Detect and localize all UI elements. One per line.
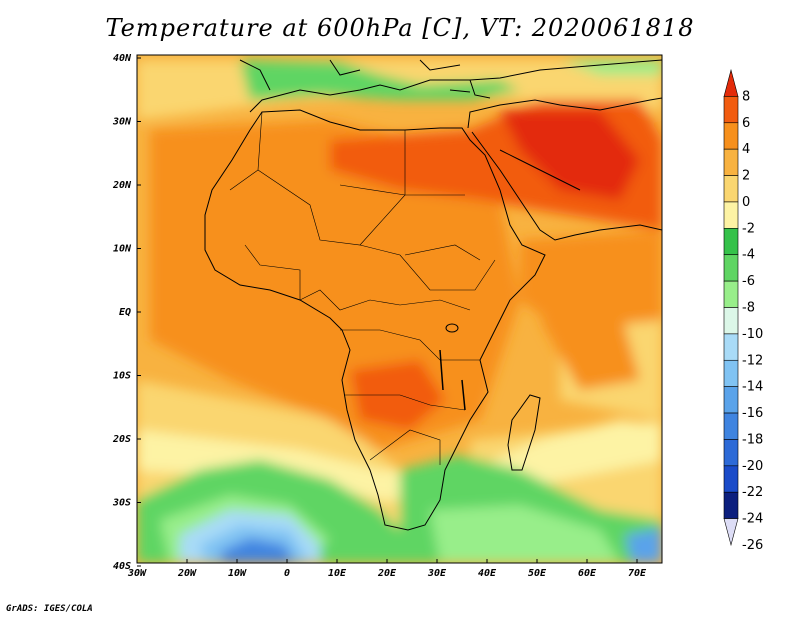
lat-tick-label: 30S <box>112 498 131 509</box>
colorbar-label: -2 <box>742 221 755 236</box>
colorbar-swatch <box>723 465 739 493</box>
lat-tick-label: 10N <box>113 244 132 255</box>
lon-tick-label: 0 <box>284 568 290 579</box>
colorbar-label: -20 <box>742 459 763 474</box>
chart-title: Temperature at 600hPa [C], VT: 202006181… <box>105 14 695 42</box>
colorbar-swatch <box>723 148 739 176</box>
lon-tick-label: 20W <box>177 568 197 579</box>
colorbar-swatch <box>723 280 739 308</box>
colorbar-label: -10 <box>742 327 763 342</box>
colorbar-swatch <box>723 122 739 150</box>
country-borders <box>229 111 496 465</box>
lakes <box>439 323 466 411</box>
lon-tick-label: 10W <box>228 568 247 579</box>
colorbar-label: 8 <box>742 89 750 104</box>
colorbar-label: 0 <box>742 195 750 210</box>
longitude-ticks: 30W 20W 10W 0 10E 20E 30E 40E 50E 60E 70E <box>127 559 647 579</box>
colorbar-label: -4 <box>742 248 755 263</box>
colorbar-swatch <box>723 491 739 519</box>
coastlines <box>204 59 662 531</box>
lon-tick-label: 10E <box>328 568 347 579</box>
colorbar-label: -14 <box>742 380 763 395</box>
lon-tick-label: 40E <box>478 568 497 579</box>
colorbar-swatch <box>723 228 739 256</box>
lat-tick-label: 20N <box>112 180 132 191</box>
grads-credit: GrADS: IGES/COLA <box>6 604 93 614</box>
colorbar: 8 6 4 2 0 -2 -4 -6 -8 -10 -12 -14 -16 -18 -20 -22 -24 -26 <box>723 68 763 553</box>
colorbar-swatch <box>723 307 739 335</box>
colorbar-swatch <box>723 333 739 361</box>
colorbar-label: -18 <box>742 432 763 447</box>
map-frame <box>136 54 663 564</box>
colorbar-label: 4 <box>742 142 750 157</box>
lon-tick-label: 30E <box>427 568 447 579</box>
colorbar-label: -24 <box>742 512 763 527</box>
lon-tick-label: 70E <box>628 568 647 579</box>
lon-tick-label: 20E <box>377 568 397 579</box>
lat-tick-label: 40N <box>113 53 132 64</box>
lat-tick-label: 40S <box>113 561 131 572</box>
lon-tick-label: 60E <box>578 568 597 579</box>
lat-tick-label: 10S <box>113 371 131 382</box>
lat-tick-label: EQ <box>119 307 131 318</box>
latitude-ticks: 40N 30N 20N 10N EQ 10S 20S 30S 40S <box>112 53 141 572</box>
colorbar-label: -16 <box>742 406 763 421</box>
colorbar-swatch <box>723 439 739 467</box>
colorbar-label: -6 <box>742 274 755 289</box>
lat-tick-label: 30N <box>112 117 132 128</box>
colorbar-top-triangle <box>723 68 739 97</box>
colorbar-bottom-triangle <box>723 518 739 547</box>
colorbar-label: -22 <box>742 485 763 500</box>
lat-tick-label: 20S <box>112 434 131 445</box>
colorbar-label: 2 <box>742 169 750 184</box>
colorbar-swatch <box>723 175 739 203</box>
colorbar-swatch <box>723 254 739 282</box>
lon-tick-label: 30W <box>127 568 147 579</box>
colorbar-swatch <box>723 201 739 229</box>
colorbar-label: -26 <box>742 538 763 553</box>
colorbar-label: -12 <box>742 353 763 368</box>
colorbar-swatch <box>723 359 739 387</box>
colorbar-label: 6 <box>742 116 750 131</box>
colorbar-swatch <box>723 412 739 440</box>
colorbar-swatch <box>723 96 739 124</box>
colorbar-label: -8 <box>742 301 755 316</box>
temperature-field <box>137 55 662 563</box>
lon-tick-label: 50E <box>528 568 547 579</box>
colorbar-swatch <box>723 386 739 414</box>
